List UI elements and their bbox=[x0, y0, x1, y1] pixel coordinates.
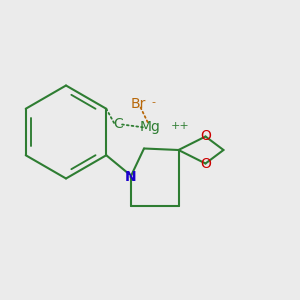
Text: Br: Br bbox=[130, 97, 146, 110]
Text: C: C bbox=[114, 118, 123, 131]
Text: ++: ++ bbox=[170, 121, 189, 131]
Text: -: - bbox=[152, 97, 155, 107]
Text: Mg: Mg bbox=[140, 121, 160, 134]
Text: O: O bbox=[200, 130, 211, 143]
Text: O: O bbox=[200, 157, 211, 170]
Text: N: N bbox=[125, 170, 136, 184]
